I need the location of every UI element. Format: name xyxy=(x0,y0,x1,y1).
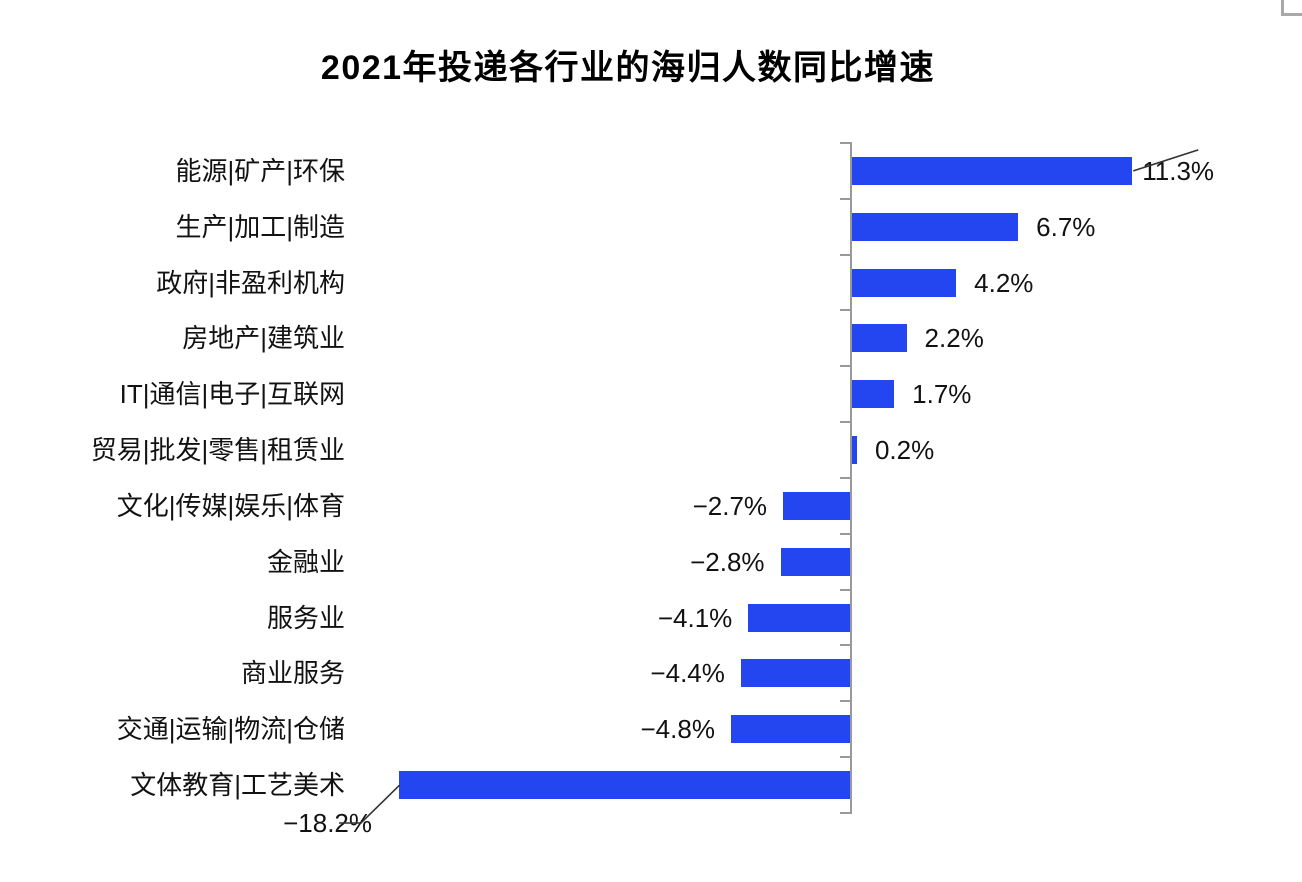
value-label: −2.7% xyxy=(692,490,768,521)
category-label: 商业服务 xyxy=(240,658,345,689)
value-label: 1.7% xyxy=(912,379,972,410)
bar xyxy=(852,268,957,297)
bar xyxy=(730,715,850,744)
bar xyxy=(780,547,850,576)
bar xyxy=(852,436,857,465)
value-label: −4.8% xyxy=(640,714,715,745)
bar xyxy=(852,156,1133,185)
bar xyxy=(852,324,907,353)
chart-title: 2021年投递各行业的海归人数同比增速 xyxy=(320,49,936,87)
category-label: 贸易|批发|零售|租赁业 xyxy=(90,435,345,466)
bar xyxy=(398,771,850,800)
axis-tick xyxy=(840,476,850,479)
corner-bracket-vertical xyxy=(1281,0,1284,16)
category-label: 文化|传媒|娱乐|体育 xyxy=(116,490,345,521)
category-label: 服务业 xyxy=(266,602,345,633)
axis-tick xyxy=(840,309,850,312)
value-label: 11.3% xyxy=(1142,155,1215,186)
axis-tick xyxy=(840,644,850,647)
bar xyxy=(852,380,895,409)
bar xyxy=(783,491,850,520)
bar xyxy=(852,212,1019,241)
axis-tick xyxy=(840,588,850,591)
category-label: 房地产|建筑业 xyxy=(182,323,345,354)
value-label: −18.2% xyxy=(283,808,372,838)
value-label: 4.2% xyxy=(974,267,1034,298)
axis-tick xyxy=(840,700,850,703)
axis-tick xyxy=(840,532,850,535)
axis-tick xyxy=(840,421,850,424)
value-label: 6.7% xyxy=(1036,211,1096,242)
axis-tick xyxy=(840,197,850,200)
category-label: 交通|运输|物流|仓储 xyxy=(116,714,345,745)
category-label: 政府|非盈利机构 xyxy=(156,267,345,298)
category-label: 金融业 xyxy=(266,546,345,577)
value-label: −4.4% xyxy=(650,658,725,689)
category-label: 文体教育|工艺美术 xyxy=(130,770,345,801)
bar xyxy=(740,659,850,688)
category-label: 能源|矿产|环保 xyxy=(175,155,345,186)
value-label: −2.8% xyxy=(690,546,765,577)
category-label: 生产|加工|制造 xyxy=(175,211,345,242)
zero-axis-line xyxy=(850,142,852,814)
category-label: IT|通信|电子|互联网 xyxy=(119,379,345,410)
axis-tick xyxy=(840,811,850,814)
value-label: 2.2% xyxy=(924,323,984,354)
value-label: −4.1% xyxy=(657,602,733,633)
axis-tick xyxy=(840,365,850,368)
axis-tick xyxy=(840,756,850,759)
axis-tick xyxy=(840,142,850,144)
corner-bracket-horizontal xyxy=(1281,13,1302,16)
axis-tick xyxy=(840,253,850,256)
value-label: 0.2% xyxy=(874,435,935,466)
bar xyxy=(748,603,850,632)
